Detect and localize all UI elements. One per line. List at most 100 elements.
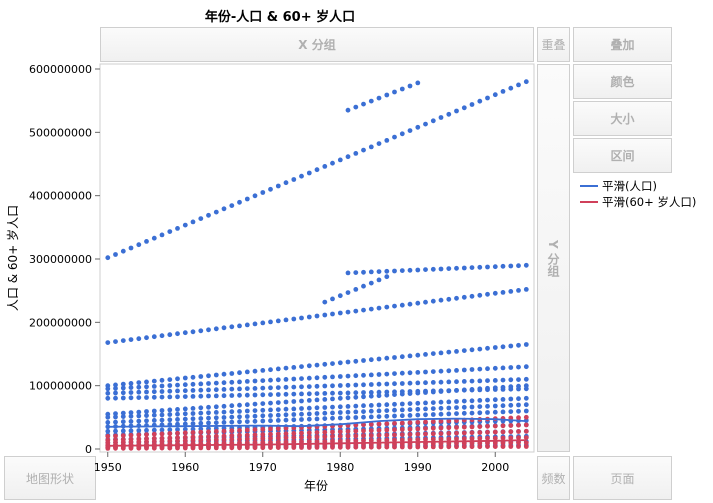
data-point: [268, 439, 273, 445]
data-point: [454, 295, 459, 301]
data-point: [523, 376, 529, 382]
x-axis-label: 年份: [304, 479, 328, 493]
wrap-zone[interactable]: 叠加: [573, 27, 672, 62]
data-point: [500, 435, 506, 441]
freq-zone[interactable]: 频数: [537, 456, 570, 500]
data-point: [415, 431, 421, 436]
data-point: [175, 441, 180, 447]
data-point: [221, 371, 227, 377]
y-tick-label: 500000000: [29, 126, 92, 139]
data-point: [407, 425, 413, 431]
data-point: [361, 443, 366, 449]
size-zone[interactable]: 大小: [573, 101, 672, 136]
data-point: [159, 412, 165, 418]
data-point: [314, 423, 320, 429]
data-point: [438, 388, 444, 394]
data-point: [206, 381, 211, 386]
data-point: [213, 415, 219, 421]
data-point: [361, 307, 366, 313]
data-point: [283, 384, 289, 390]
data-point: [399, 427, 405, 432]
data-point: [337, 442, 343, 447]
data-point: [113, 442, 118, 448]
legend-swatch-elderly: [580, 201, 598, 203]
data-point: [423, 352, 428, 357]
data-point: [175, 445, 180, 451]
data-point: [423, 380, 428, 386]
data-point: [368, 98, 374, 104]
page-zone[interactable]: 页面: [573, 456, 672, 500]
overlay-zone[interactable]: 重叠: [537, 27, 570, 62]
data-point: [368, 144, 374, 150]
legend-item-elderly[interactable]: 平滑(60+ 岁人口): [580, 194, 696, 210]
data-point: [353, 394, 359, 400]
data-point: [477, 292, 483, 298]
data-point: [454, 435, 459, 440]
data-point: [182, 411, 188, 417]
color-zone[interactable]: 颜色: [573, 64, 672, 99]
data-point: [337, 440, 343, 446]
data-point: [151, 384, 157, 389]
data-point: [500, 403, 506, 409]
data-point: [469, 436, 475, 441]
data-point: [252, 444, 258, 449]
data-point: [361, 147, 366, 153]
data-point: [446, 425, 452, 431]
data-point: [175, 411, 180, 417]
y-group-zone[interactable]: Y 分组: [537, 64, 570, 452]
data-point: [252, 413, 258, 419]
data-point: [430, 430, 436, 436]
data-point: [213, 393, 219, 399]
data-point: [361, 283, 366, 289]
data-point: [330, 415, 335, 421]
data-point: [376, 305, 382, 311]
data-point: [206, 445, 211, 451]
data-point: [384, 427, 390, 433]
data-point: [167, 431, 173, 436]
data-point: [252, 425, 258, 430]
data-point: [206, 429, 211, 435]
data-point: [221, 429, 227, 435]
data-point: [120, 444, 126, 450]
data-point: [361, 390, 366, 395]
x-group-zone[interactable]: X 分组: [100, 27, 534, 62]
data-point: [523, 435, 529, 440]
data-point: [353, 433, 359, 439]
legend-item-population[interactable]: 平滑(人口): [580, 178, 696, 194]
data-point: [105, 414, 111, 420]
data-point: [291, 384, 297, 390]
data-point: [353, 151, 359, 156]
data-point: [446, 111, 452, 117]
data-point: [461, 439, 467, 445]
data-point: [384, 437, 390, 443]
map-shape-zone[interactable]: 地图形状: [4, 456, 96, 500]
data-point: [322, 374, 328, 380]
data-point: [330, 444, 335, 450]
data-point: [345, 415, 351, 421]
data-point: [128, 337, 134, 342]
data-point: [500, 397, 506, 402]
data-point: [144, 413, 149, 418]
data-point: [454, 424, 459, 429]
data-point: [337, 422, 343, 428]
data-point: [376, 421, 382, 427]
data-point: [237, 402, 242, 408]
data-point: [151, 444, 157, 449]
data-point: [430, 444, 436, 450]
data-point: [477, 398, 483, 403]
data-point: [461, 265, 467, 271]
data-point: [384, 408, 390, 413]
data-point: [454, 418, 459, 423]
interval-zone[interactable]: 区间: [573, 138, 672, 173]
data-point: [151, 439, 157, 445]
data-point: [384, 421, 390, 427]
data-point: [144, 427, 149, 433]
data-point: [190, 329, 196, 335]
data-point: [330, 432, 335, 438]
data-point: [492, 290, 498, 296]
data-point: [291, 406, 297, 412]
data-point: [221, 428, 227, 434]
data-point: [523, 79, 529, 85]
data-point: [299, 391, 304, 397]
data-point: [423, 400, 428, 406]
